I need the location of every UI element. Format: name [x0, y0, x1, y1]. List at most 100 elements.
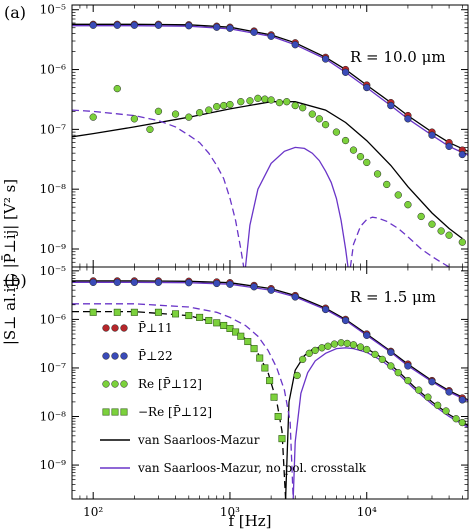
series-line-nopol_pos [292, 347, 468, 499]
point-mReP12 [130, 308, 138, 316]
point-ReP12 [442, 407, 450, 415]
series-line-nopol_dash [72, 109, 245, 267]
point-P22 [185, 22, 193, 30]
radius-annotation-a: R = 10.0 μm [350, 48, 446, 66]
legend-marker [111, 324, 119, 332]
plot-area-a [72, 20, 468, 267]
point-P22 [404, 362, 412, 370]
series-line-nopol_dash [72, 303, 294, 499]
point-P22 [250, 28, 258, 36]
point-P22 [458, 396, 466, 404]
point-mReP12 [256, 354, 264, 362]
point-ReP12 [415, 386, 423, 394]
series-line-vsm_P11 [72, 280, 468, 401]
point-P22 [185, 279, 193, 287]
y-tick-label: 10⁻⁵ [40, 3, 67, 17]
point-mReP12 [205, 316, 213, 324]
series-line-nopol [72, 281, 468, 402]
legend-label: van Saarloos-Mazur [137, 433, 260, 447]
point-ReP12 [311, 346, 319, 355]
legend-marker [111, 380, 119, 388]
point-P22 [154, 21, 163, 29]
point-ReP12 [330, 340, 339, 348]
point-ReP12 [445, 231, 453, 239]
point-P22 [291, 293, 299, 301]
point-P22 [404, 115, 412, 123]
point-ReP12 [349, 341, 358, 349]
point-mReP12 [266, 377, 274, 385]
axes-frame-b [71, 266, 469, 500]
point-mReP12 [237, 332, 245, 340]
point-ReP12 [349, 146, 358, 154]
point-ReP12 [185, 113, 193, 121]
point-ReP12 [424, 393, 432, 401]
legend-marker [102, 380, 110, 388]
point-ReP12 [318, 344, 326, 352]
point-mReP12 [278, 435, 286, 443]
point-ReP12 [291, 101, 299, 110]
point-ReP12 [452, 415, 460, 423]
point-P22 [458, 150, 466, 159]
point-mReP12 [213, 319, 221, 327]
panel-label-b: (b) [4, 271, 27, 290]
point-P22 [321, 305, 330, 314]
legend-marker [111, 352, 119, 360]
point-ReP12 [404, 376, 412, 385]
point-mReP12 [172, 310, 180, 318]
ticks-b: 10⁻⁹ 10⁻⁸ 10⁻⁷ 10⁻⁶ 10⁻⁵ 10² 10³ 10⁴ [40, 264, 468, 519]
y-tick-label: 10⁻⁸ [40, 182, 67, 196]
y-axis-label: |S⊥ al.ij|, |P̄⊥ij| [V² s] [1, 179, 19, 345]
x-tick-label: 10³ [220, 505, 240, 519]
point-mReP12 [232, 328, 240, 336]
point-mReP12 [113, 308, 121, 316]
point-P22 [267, 32, 275, 40]
plot-area-b [72, 277, 468, 499]
point-ReP12 [437, 227, 445, 235]
point-ReP12 [394, 191, 402, 199]
point-mReP12 [261, 364, 269, 372]
point-ReP12 [356, 343, 365, 351]
point-ReP12 [299, 104, 307, 112]
point-ReP12 [305, 349, 313, 357]
point-P22 [226, 24, 234, 32]
legend-marker [120, 324, 128, 332]
point-mReP12 [89, 308, 97, 316]
point-ReP12 [363, 158, 371, 167]
point-P22 [130, 21, 139, 29]
point-ReP12 [171, 110, 180, 118]
x-axis-label: f [Hz] [228, 512, 271, 530]
panel-label-a: (a) [4, 3, 26, 22]
series-line-vsm [72, 101, 463, 240]
legend-item: van Saarloos-Mazur [100, 433, 260, 447]
y-tick-label: 10⁻⁷ [40, 122, 67, 136]
point-P22 [213, 279, 221, 288]
point-ReP12 [324, 342, 332, 350]
legend-marker [102, 324, 110, 332]
point-P22 [363, 331, 371, 339]
point-ReP12 [205, 106, 213, 114]
y-tick-label: 10⁻⁸ [40, 410, 67, 424]
y-tick-label: 10⁻⁹ [40, 242, 67, 256]
point-P22 [321, 55, 330, 63]
legend: P̄⊥11 P̄⊥22 Re [P̄⊥12] −Re [P̄⊥12] van Saarl… [100, 320, 367, 475]
point-ReP12 [261, 95, 269, 103]
point-ReP12 [363, 345, 371, 354]
point-mReP12 [274, 413, 282, 421]
point-ReP12 [293, 371, 301, 380]
legend-label: van Saarloos-Mazur, no pol. crosstalk [137, 461, 367, 475]
point-mReP12 [270, 393, 278, 401]
point-P22 [89, 278, 97, 286]
point-P22 [341, 68, 350, 76]
point-mReP12 [154, 308, 162, 316]
y-tick-label: 10⁻⁷ [40, 361, 67, 375]
point-P22 [113, 278, 121, 286]
point-P22 [250, 283, 258, 291]
point-P22 [341, 316, 350, 325]
axes-frame-a [71, 4, 469, 268]
point-ReP12 [356, 152, 365, 161]
series-line-nopol_cross [244, 146, 349, 267]
y-tick-label: 10⁻⁶ [40, 63, 67, 77]
point-ReP12 [246, 97, 254, 105]
point-mReP12 [185, 312, 193, 320]
point-ReP12 [254, 94, 262, 103]
